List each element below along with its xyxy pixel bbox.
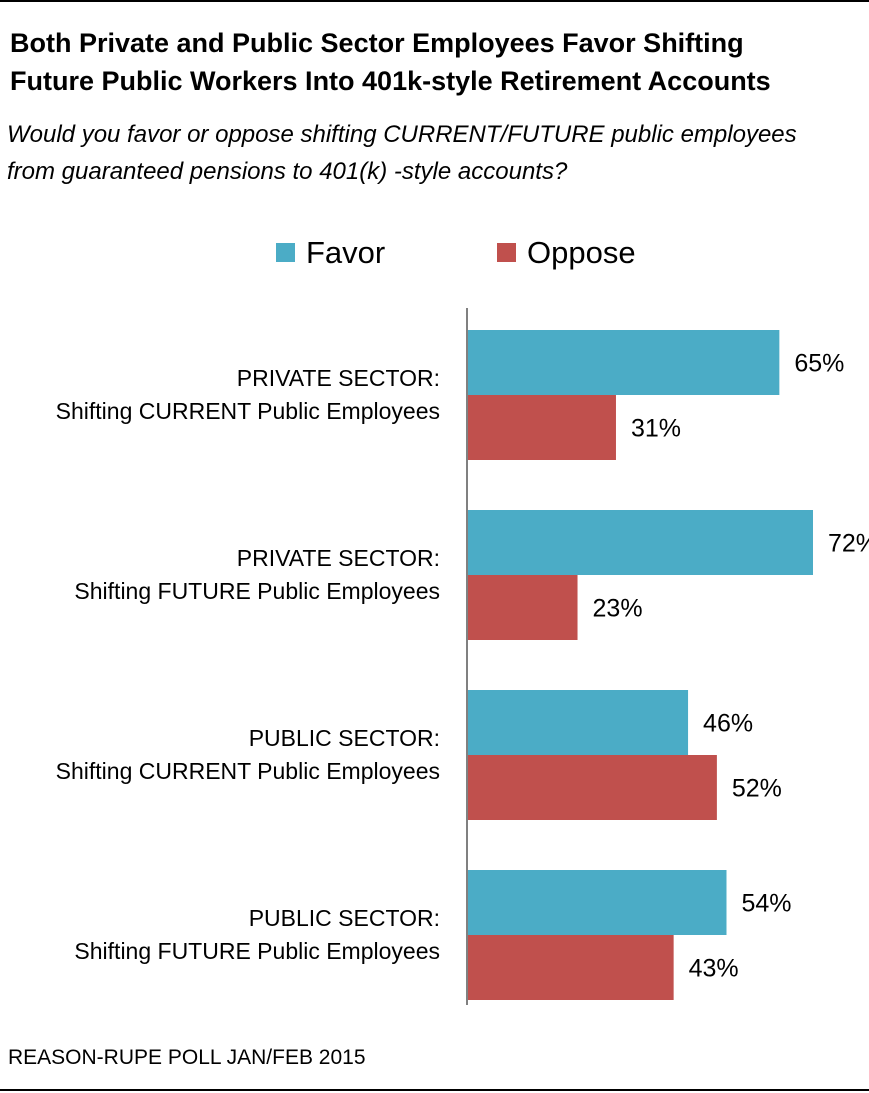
source-note: REASON-RUPE POLL JAN/FEB 2015: [8, 1046, 366, 1069]
value-label-favor-3: 46%: [703, 710, 753, 738]
bar-favor-4: [467, 870, 727, 935]
legend-label-favor: Favor: [306, 235, 385, 270]
category-label-3-line-1: PUBLIC SECTOR:: [249, 725, 440, 751]
category-label-1-line-2: Shifting CURRENT Public Employees: [56, 398, 440, 424]
legend-swatch-favor: [276, 243, 295, 262]
bar-chart: Favor Oppose 65% 31% PRIVATE SECTOR: Shifting…: [56, 235, 869, 1005]
category-label-1-line-1: PRIVATE SECTOR:: [237, 365, 440, 391]
legend-swatch-oppose: [497, 243, 516, 262]
bar-favor-1: [467, 330, 780, 395]
category-label-2-line-1: PRIVATE SECTOR:: [237, 545, 440, 571]
subtitle-line-1: Would you favor or oppose shifting CURRE…: [7, 121, 797, 148]
chart-subtitle: Would you favor or oppose shifting CURRE…: [7, 116, 865, 190]
bar-oppose-4: [467, 935, 674, 1000]
bar-favor-3: [467, 690, 689, 755]
value-label-favor-4: 54%: [742, 890, 792, 918]
chart-title: Both Private and Public Sector Employees…: [10, 24, 860, 100]
value-label-oppose-4: 43%: [689, 955, 739, 983]
category-label-4-line-2: Shifting FUTURE Public Employees: [74, 938, 440, 964]
value-label-oppose-3: 52%: [732, 775, 782, 803]
category-label-4-line-1: PUBLIC SECTOR:: [249, 905, 440, 931]
title-line-1: Both Private and Public Sector Employees…: [10, 28, 744, 58]
top-rule: [0, 0, 869, 2]
value-label-oppose-2: 23%: [593, 595, 643, 623]
bar-favor-2: [467, 510, 813, 575]
bar-oppose-3: [467, 755, 717, 820]
bar-oppose-2: [467, 575, 578, 640]
title-line-2: Future Public Workers Into 401k-style Re…: [10, 66, 771, 96]
bottom-rule: [0, 1089, 869, 1091]
category-label-3-line-2: Shifting CURRENT Public Employees: [56, 758, 440, 784]
category-label-2-line-2: Shifting FUTURE Public Employees: [74, 578, 440, 604]
subtitle-line-2: from guaranteed pensions to 401(k) -styl…: [7, 158, 568, 185]
value-label-favor-1: 65%: [794, 350, 844, 378]
value-label-favor-2: 72%: [828, 530, 869, 558]
value-label-oppose-1: 31%: [631, 415, 681, 443]
legend-label-oppose: Oppose: [527, 235, 636, 270]
bar-oppose-1: [467, 395, 616, 460]
